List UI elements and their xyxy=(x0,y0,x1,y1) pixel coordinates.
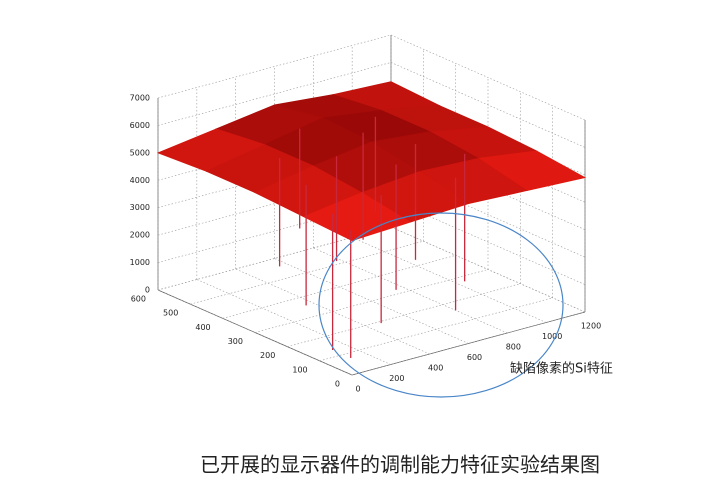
grid-line xyxy=(352,237,547,323)
y-tick-label: 300 xyxy=(228,337,243,346)
surface-layer xyxy=(156,81,587,242)
y-tick-label: 100 xyxy=(292,365,307,374)
y-tick-label: 400 xyxy=(195,323,210,332)
spike-layer xyxy=(278,116,466,358)
z-tick-label: 7000 xyxy=(130,94,150,103)
x-tick-label: 400 xyxy=(428,364,443,373)
grid-line xyxy=(313,247,508,334)
surface-patch xyxy=(302,192,412,242)
x-tick-label: 800 xyxy=(506,343,521,352)
z-tick-label: 3000 xyxy=(130,203,150,212)
x-tick-label: 600 xyxy=(467,353,482,362)
grid-line xyxy=(196,279,391,365)
x-tick-label: 1000 xyxy=(542,332,562,341)
x-tick-label: 200 xyxy=(389,374,404,383)
grid-line xyxy=(190,240,424,305)
grid-layer: 0100020003000400050006000700002004006008… xyxy=(130,34,601,394)
y-tick-label: 600 xyxy=(131,295,146,304)
y-tick-label: 500 xyxy=(163,309,178,318)
z-tick-label: 2000 xyxy=(130,231,150,240)
grid-line xyxy=(390,34,586,121)
caption: 已开展的显示器件的调制能力特征实验结果图 xyxy=(200,453,600,477)
z-tick-label: 5000 xyxy=(130,148,150,157)
annotation-ellipse xyxy=(318,212,564,398)
x-tick-label: 0 xyxy=(355,385,360,394)
y-tick-label: 200 xyxy=(260,351,275,360)
grid-line xyxy=(274,258,469,344)
z-tick-label: 6000 xyxy=(130,121,150,130)
z-tick-label: 0 xyxy=(145,286,150,295)
z-tick-label: 1000 xyxy=(130,258,150,267)
annotation: 缺陷像素的Si特征 xyxy=(510,361,613,377)
y-tick-label: 0 xyxy=(335,380,340,389)
z-tick-label: 4000 xyxy=(130,176,150,185)
x-tick-label: 1200 xyxy=(581,322,601,331)
